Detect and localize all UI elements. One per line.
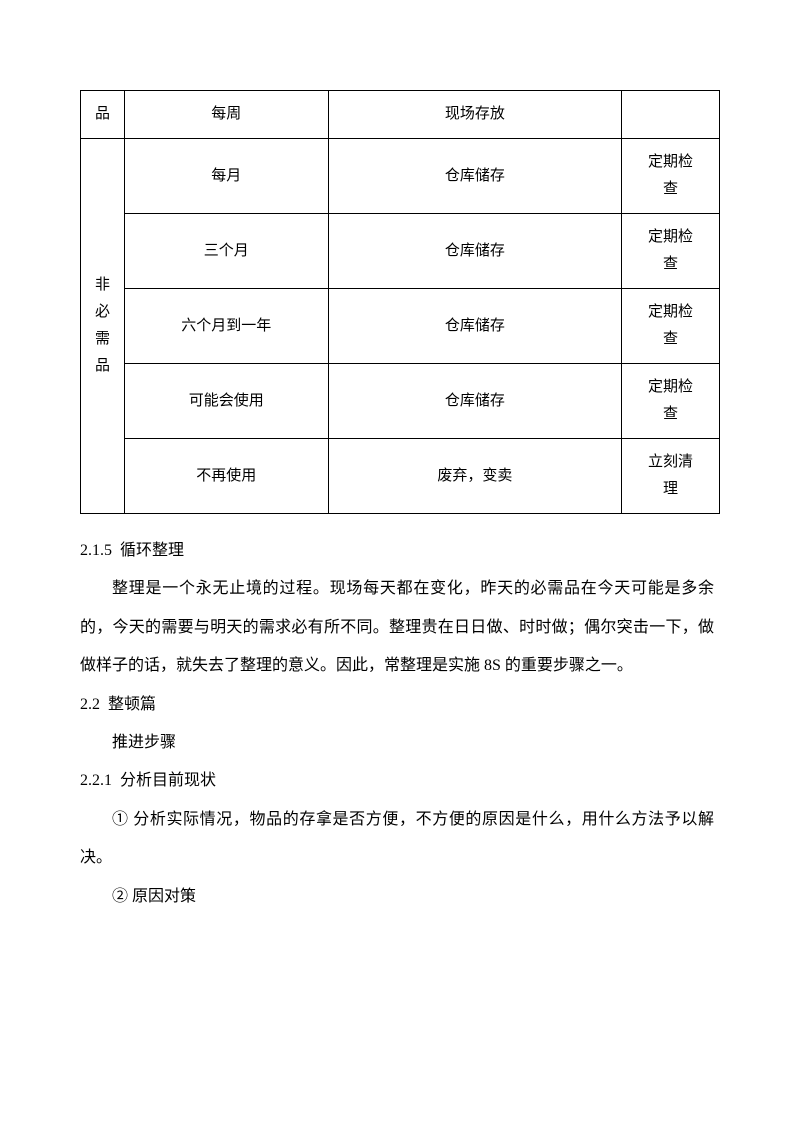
section-heading-221: 2.2.1 分析目前现状 (80, 762, 714, 800)
cell-action: 立刻清理 (622, 439, 720, 514)
cell-action: 定期检查 (622, 289, 720, 364)
paragraph: 整理是一个永无止境的过程。现场每天都在变化，昨天的必需品在今天可能是多余的，今天… (80, 570, 714, 685)
section-title: 循环整理 (120, 542, 184, 559)
cell-disposition: 仓库储存 (328, 364, 622, 439)
cell-frequency: 每月 (124, 139, 328, 214)
page-content: 品 每周 现场存放 非必需品 每月 仓库储存 定期检查 三个月 仓库储存 定期检… (80, 90, 714, 916)
cell-action: 定期检查 (622, 364, 720, 439)
cell-disposition: 废弃，变卖 (328, 439, 622, 514)
paragraph: ① 分析实际情况，物品的存拿是否方便，不方便的原因是什么，用什么方法予以解决。 (80, 801, 714, 878)
table-row: 六个月到一年 仓库储存 定期检查 (81, 289, 720, 364)
section-number: 2.2.1 (80, 772, 112, 789)
section-heading-22: 2.2 整顿篇 (80, 686, 714, 724)
cell-frequency: 每周 (124, 91, 328, 139)
table-row: 可能会使用 仓库储存 定期检查 (81, 364, 720, 439)
table-row: 不再使用 废弃，变卖 立刻清理 (81, 439, 720, 514)
cell-action: 定期检查 (622, 214, 720, 289)
paragraph: ② 原因对策 (80, 878, 714, 916)
table-row: 非必需品 每月 仓库储存 定期检查 (81, 139, 720, 214)
cell-category: 品 (81, 91, 125, 139)
section-heading-215: 2.1.5 循环整理 (80, 532, 714, 570)
cell-disposition: 仓库储存 (328, 289, 622, 364)
section-title: 整顿篇 (108, 696, 156, 713)
table-row: 三个月 仓库储存 定期检查 (81, 214, 720, 289)
cell-disposition: 现场存放 (328, 91, 622, 139)
classification-table: 品 每周 现场存放 非必需品 每月 仓库储存 定期检查 三个月 仓库储存 定期检… (80, 90, 720, 514)
section-title: 分析目前现状 (120, 772, 216, 789)
cell-action: 定期检查 (622, 139, 720, 214)
cell-frequency: 六个月到一年 (124, 289, 328, 364)
section-number: 2.2 (80, 696, 100, 713)
table-row: 品 每周 现场存放 (81, 91, 720, 139)
cell-category-merged: 非必需品 (81, 139, 125, 514)
cell-frequency: 可能会使用 (124, 364, 328, 439)
cell-frequency: 不再使用 (124, 439, 328, 514)
cell-frequency: 三个月 (124, 214, 328, 289)
section-number: 2.1.5 (80, 542, 112, 559)
cell-disposition: 仓库储存 (328, 139, 622, 214)
cell-action (622, 91, 720, 139)
cell-disposition: 仓库储存 (328, 214, 622, 289)
paragraph: 推进步骤 (80, 724, 714, 762)
